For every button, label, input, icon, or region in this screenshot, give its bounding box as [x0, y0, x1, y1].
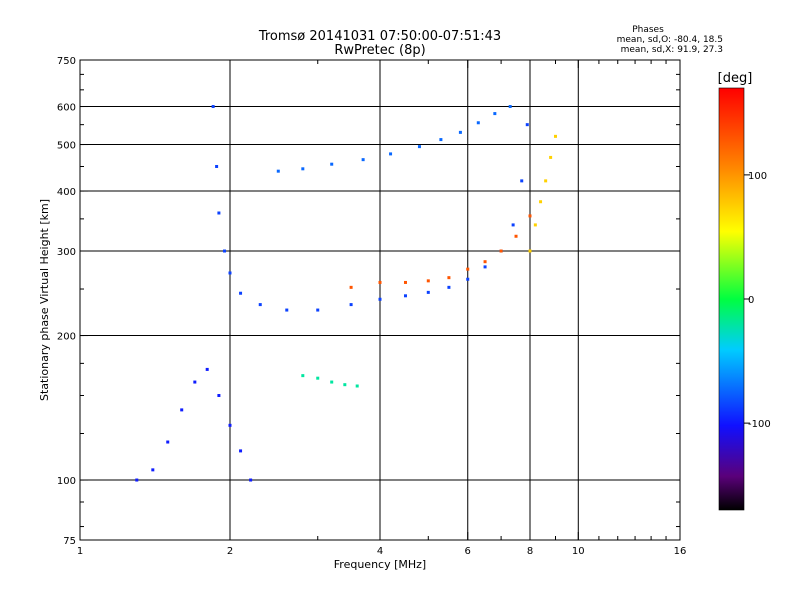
x-tick-label: 10: [572, 546, 585, 557]
y-tick-label: 750: [57, 56, 76, 67]
colorbar-tick-label: 100: [748, 171, 767, 182]
y-tick-label: 75: [63, 536, 76, 547]
data-point: [520, 179, 524, 183]
data-point: [549, 155, 553, 159]
data-point: [426, 290, 430, 294]
data-point: [458, 130, 462, 134]
data-point: [258, 303, 262, 307]
data-point: [301, 167, 305, 171]
data-point: [533, 223, 537, 227]
y-axis-label: Stationary phase Virtual Height [km]: [38, 199, 51, 401]
data-point: [330, 162, 334, 166]
data-point: [426, 279, 430, 283]
x-tick-label: 1: [77, 546, 83, 557]
data-point: [539, 200, 543, 204]
data-point: [239, 291, 243, 295]
data-point: [135, 478, 139, 482]
data-point: [466, 267, 470, 271]
x-tick-label: 2: [227, 546, 233, 557]
colorbar-tick-label: -100: [748, 419, 771, 430]
colorbar-tick-label: 0: [748, 295, 754, 306]
data-point: [355, 384, 359, 388]
data-point: [316, 376, 320, 380]
x-tick-label: 16: [674, 546, 687, 557]
stats-line-x: mean, sd,X: 91.9, 27.3: [621, 45, 723, 55]
data-point: [349, 303, 353, 307]
data-point: [499, 249, 503, 253]
data-point: [553, 134, 557, 138]
stats-title: Phases: [632, 25, 664, 35]
data-point: [239, 449, 243, 453]
data-point: [151, 468, 155, 472]
x-axis-label: Frequency [MHz]: [334, 558, 426, 571]
data-point: [466, 277, 470, 281]
data-point: [525, 123, 529, 127]
data-point: [361, 158, 365, 162]
data-point: [403, 280, 407, 284]
y-tick-label: 600: [57, 103, 76, 114]
data-point: [378, 297, 382, 301]
data-point: [205, 367, 209, 371]
data-point: [343, 383, 347, 387]
data-point: [215, 164, 219, 168]
y-tick-label: 200: [57, 332, 76, 343]
data-point: [439, 138, 443, 142]
data-point: [528, 249, 532, 253]
data-point: [417, 145, 421, 149]
colorbar-ticks: 100 0 -100: [744, 171, 771, 430]
data-point: [217, 211, 221, 215]
data-point: [316, 308, 320, 312]
y-tick-label: 500: [57, 141, 76, 152]
colorbar-label: [deg]: [718, 71, 753, 86]
colorbar: [718, 87, 745, 511]
data-point: [166, 440, 170, 444]
data-point: [447, 276, 451, 280]
data-point: [514, 234, 518, 238]
data-point: [389, 152, 393, 156]
data-point: [330, 380, 334, 384]
data-point: [249, 478, 253, 482]
data-point: [228, 271, 232, 275]
data-point: [276, 169, 280, 173]
data-point: [447, 285, 451, 289]
y-axis-ticks: 75 100 200 300 400 500 600 750: [57, 56, 680, 547]
data-point: [285, 308, 289, 312]
data-point: [211, 105, 215, 109]
scatter-points: [135, 105, 557, 482]
data-point: [193, 380, 197, 384]
x-tick-label: 6: [465, 546, 471, 557]
y-tick-label: 400: [57, 187, 76, 198]
x-axis-ticks: 1 2 4 6 8 10 16: [77, 60, 687, 557]
y-tick-label: 100: [57, 476, 76, 487]
data-point: [223, 249, 227, 253]
data-point: [483, 260, 487, 264]
data-point: [228, 423, 232, 427]
x-tick-label: 8: [527, 546, 533, 557]
data-point: [544, 179, 548, 183]
data-point: [378, 280, 382, 284]
chart-title-line1: Tromsø 20141031 07:50:00-07:51:43: [258, 29, 501, 44]
data-point: [528, 214, 532, 218]
x-tick-label: 4: [377, 546, 383, 557]
gridlines: [80, 60, 680, 540]
data-point: [180, 408, 184, 412]
data-point: [301, 374, 305, 378]
data-point: [508, 105, 512, 109]
data-point: [511, 223, 515, 227]
y-tick-label: 300: [57, 247, 76, 258]
data-point: [476, 121, 480, 125]
data-point: [349, 285, 353, 289]
data-point: [493, 112, 497, 116]
data-point: [217, 394, 221, 398]
data-point: [483, 265, 487, 269]
data-point: [403, 294, 407, 298]
stats-line-o: mean, sd,O: -80.4, 18.5: [617, 35, 723, 45]
chart-title-line2: RwPretec (8p): [334, 43, 425, 58]
